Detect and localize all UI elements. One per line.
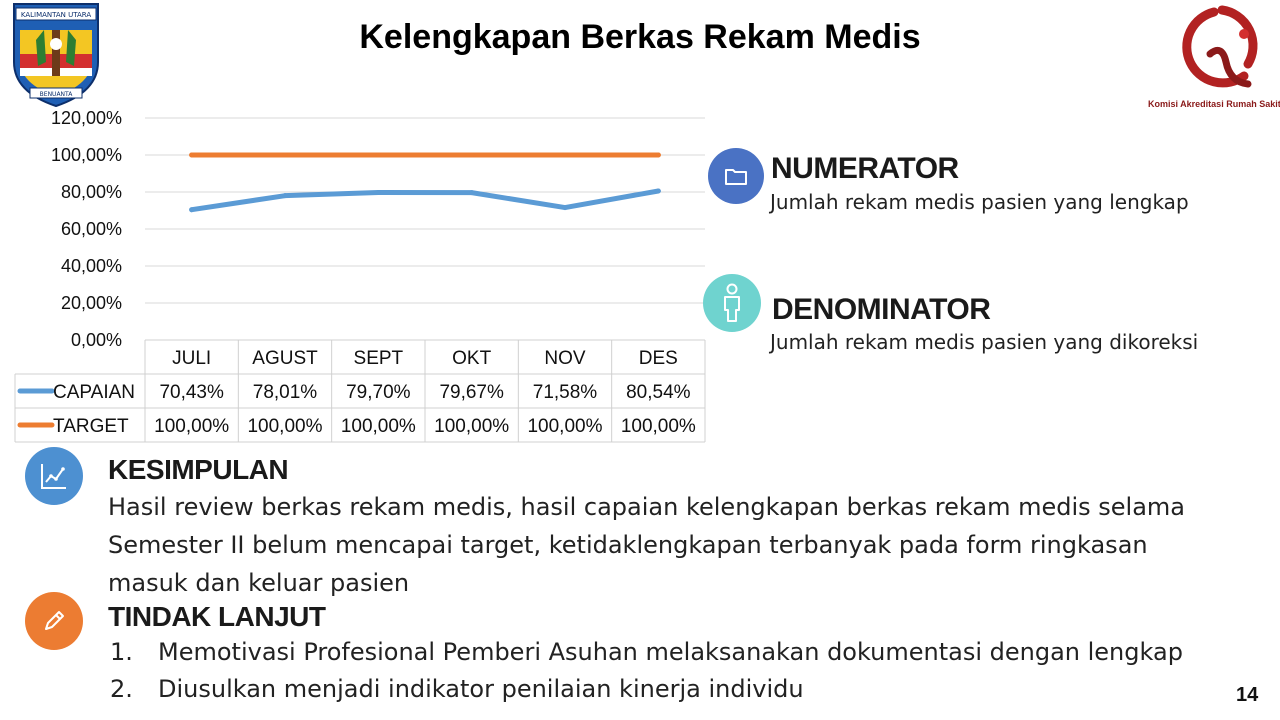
numerator-description: Jumlah rekam medis pasien yang lengkap xyxy=(770,190,1189,214)
numerator-badge xyxy=(708,148,764,204)
emblem-bottom-text: BENUANTA xyxy=(40,91,74,98)
data-point xyxy=(469,152,475,158)
kesimpulan-line: Semester II belum mencapai target, ketid… xyxy=(108,531,1148,559)
slide-title: Kelengkapan Berkas Rekam Medis xyxy=(359,18,921,56)
data-point xyxy=(282,193,288,199)
item-number: 2. xyxy=(110,675,133,703)
x-category-label: OKT xyxy=(452,348,491,369)
data-point xyxy=(562,152,568,158)
data-label: 100,00% xyxy=(527,416,602,437)
emblem-top-text: KALIMANTAN UTARA xyxy=(21,11,91,19)
y-tick-label: 100,00% xyxy=(51,145,122,165)
legend-label: CAPAIAN xyxy=(53,382,135,403)
numerator-heading: NUMERATOR xyxy=(771,152,959,185)
data-point xyxy=(189,207,195,213)
data-label: 79,67% xyxy=(439,382,504,403)
legend-label: TARGET xyxy=(53,416,129,437)
pencil-icon xyxy=(45,611,64,630)
chart-gridlines xyxy=(145,117,705,341)
chart-y-axis: 120,00% 100,00% 80,00% 60,00% 40,00% 20,00% 0,… xyxy=(51,108,122,350)
kars-logo xyxy=(1182,5,1258,88)
y-tick-label: 60,00% xyxy=(61,219,122,239)
data-point xyxy=(469,190,475,196)
y-tick-label: 0,00% xyxy=(71,330,122,350)
y-tick-label: 40,00% xyxy=(61,256,122,276)
page-number: 14 xyxy=(1236,684,1259,706)
kesimpulan-heading: KESIMPULAN xyxy=(108,454,289,485)
data-label: 78,01% xyxy=(253,382,318,403)
data-point xyxy=(655,188,661,194)
series-line-capaian xyxy=(189,188,661,213)
tindak-lanjut-item: 1. Memotivasi Profesional Pemberi Asuhan … xyxy=(110,638,1183,666)
tindak-lanjut-badge xyxy=(25,592,83,650)
province-emblem-logo: KALIMANTAN UTARA BENUANTA xyxy=(13,3,99,108)
chart-lines xyxy=(189,152,661,213)
x-category-label: JULI xyxy=(172,348,211,369)
data-label: 100,00% xyxy=(434,416,509,437)
x-category-label: DES xyxy=(639,348,678,369)
y-tick-label: 80,00% xyxy=(61,182,122,202)
chart-icon xyxy=(41,464,66,489)
denominator-badge xyxy=(703,274,761,332)
data-label: 71,58% xyxy=(533,382,598,403)
data-label: 79,70% xyxy=(346,382,411,403)
denominator-heading: DENOMINATOR xyxy=(772,293,991,326)
y-tick-label: 120,00% xyxy=(51,108,122,128)
data-point xyxy=(375,152,381,158)
x-category-label: NOV xyxy=(544,348,586,369)
kars-caption: Komisi Akreditasi Rumah Sakit xyxy=(1148,99,1280,109)
line-chart: 120,00% 100,00% 80,00% 60,00% 40,00% 20,00% 0,… xyxy=(14,108,706,443)
data-point xyxy=(375,190,381,196)
tindak-lanjut-item: 2. Diusulkan menjadi indikator penilaian … xyxy=(110,675,804,703)
data-label: 100,00% xyxy=(247,416,322,437)
item-text: Diusulkan menjadi indikator penilaian ki… xyxy=(158,675,804,703)
chart-data-table: JULI AGUST SEPT OKT NOV DES CAPAIAN 70,43% 78,01… xyxy=(14,339,706,443)
data-point xyxy=(655,152,661,158)
person-icon xyxy=(724,283,740,322)
y-tick-label: 20,00% xyxy=(61,293,122,313)
data-label: 100,00% xyxy=(341,416,416,437)
data-label: 100,00% xyxy=(154,416,229,437)
data-label: 70,43% xyxy=(159,382,224,403)
data-point xyxy=(562,205,568,211)
item-number: 1. xyxy=(110,638,133,666)
kesimpulan-badge xyxy=(25,447,83,505)
x-category-label: AGUST xyxy=(252,348,318,369)
data-label: 80,54% xyxy=(626,382,691,403)
data-label: 100,00% xyxy=(621,416,696,437)
item-text: Memotivasi Profesional Pemberi Asuhan me… xyxy=(158,638,1183,666)
kesimpulan-line: Hasil review berkas rekam medis, hasil c… xyxy=(108,493,1185,521)
x-category-label: SEPT xyxy=(354,348,404,369)
data-point xyxy=(189,152,195,158)
folder-icon xyxy=(725,169,747,185)
kesimpulan-body: Hasil review berkas rekam medis, hasil c… xyxy=(108,488,1268,602)
kesimpulan-line: masuk dan keluar pasien xyxy=(108,569,410,597)
denominator-description: Jumlah rekam medis pasien yang dikoreksi xyxy=(770,330,1199,354)
data-point xyxy=(282,152,288,158)
tindak-lanjut-heading: TINDAK LANJUT xyxy=(108,601,326,632)
